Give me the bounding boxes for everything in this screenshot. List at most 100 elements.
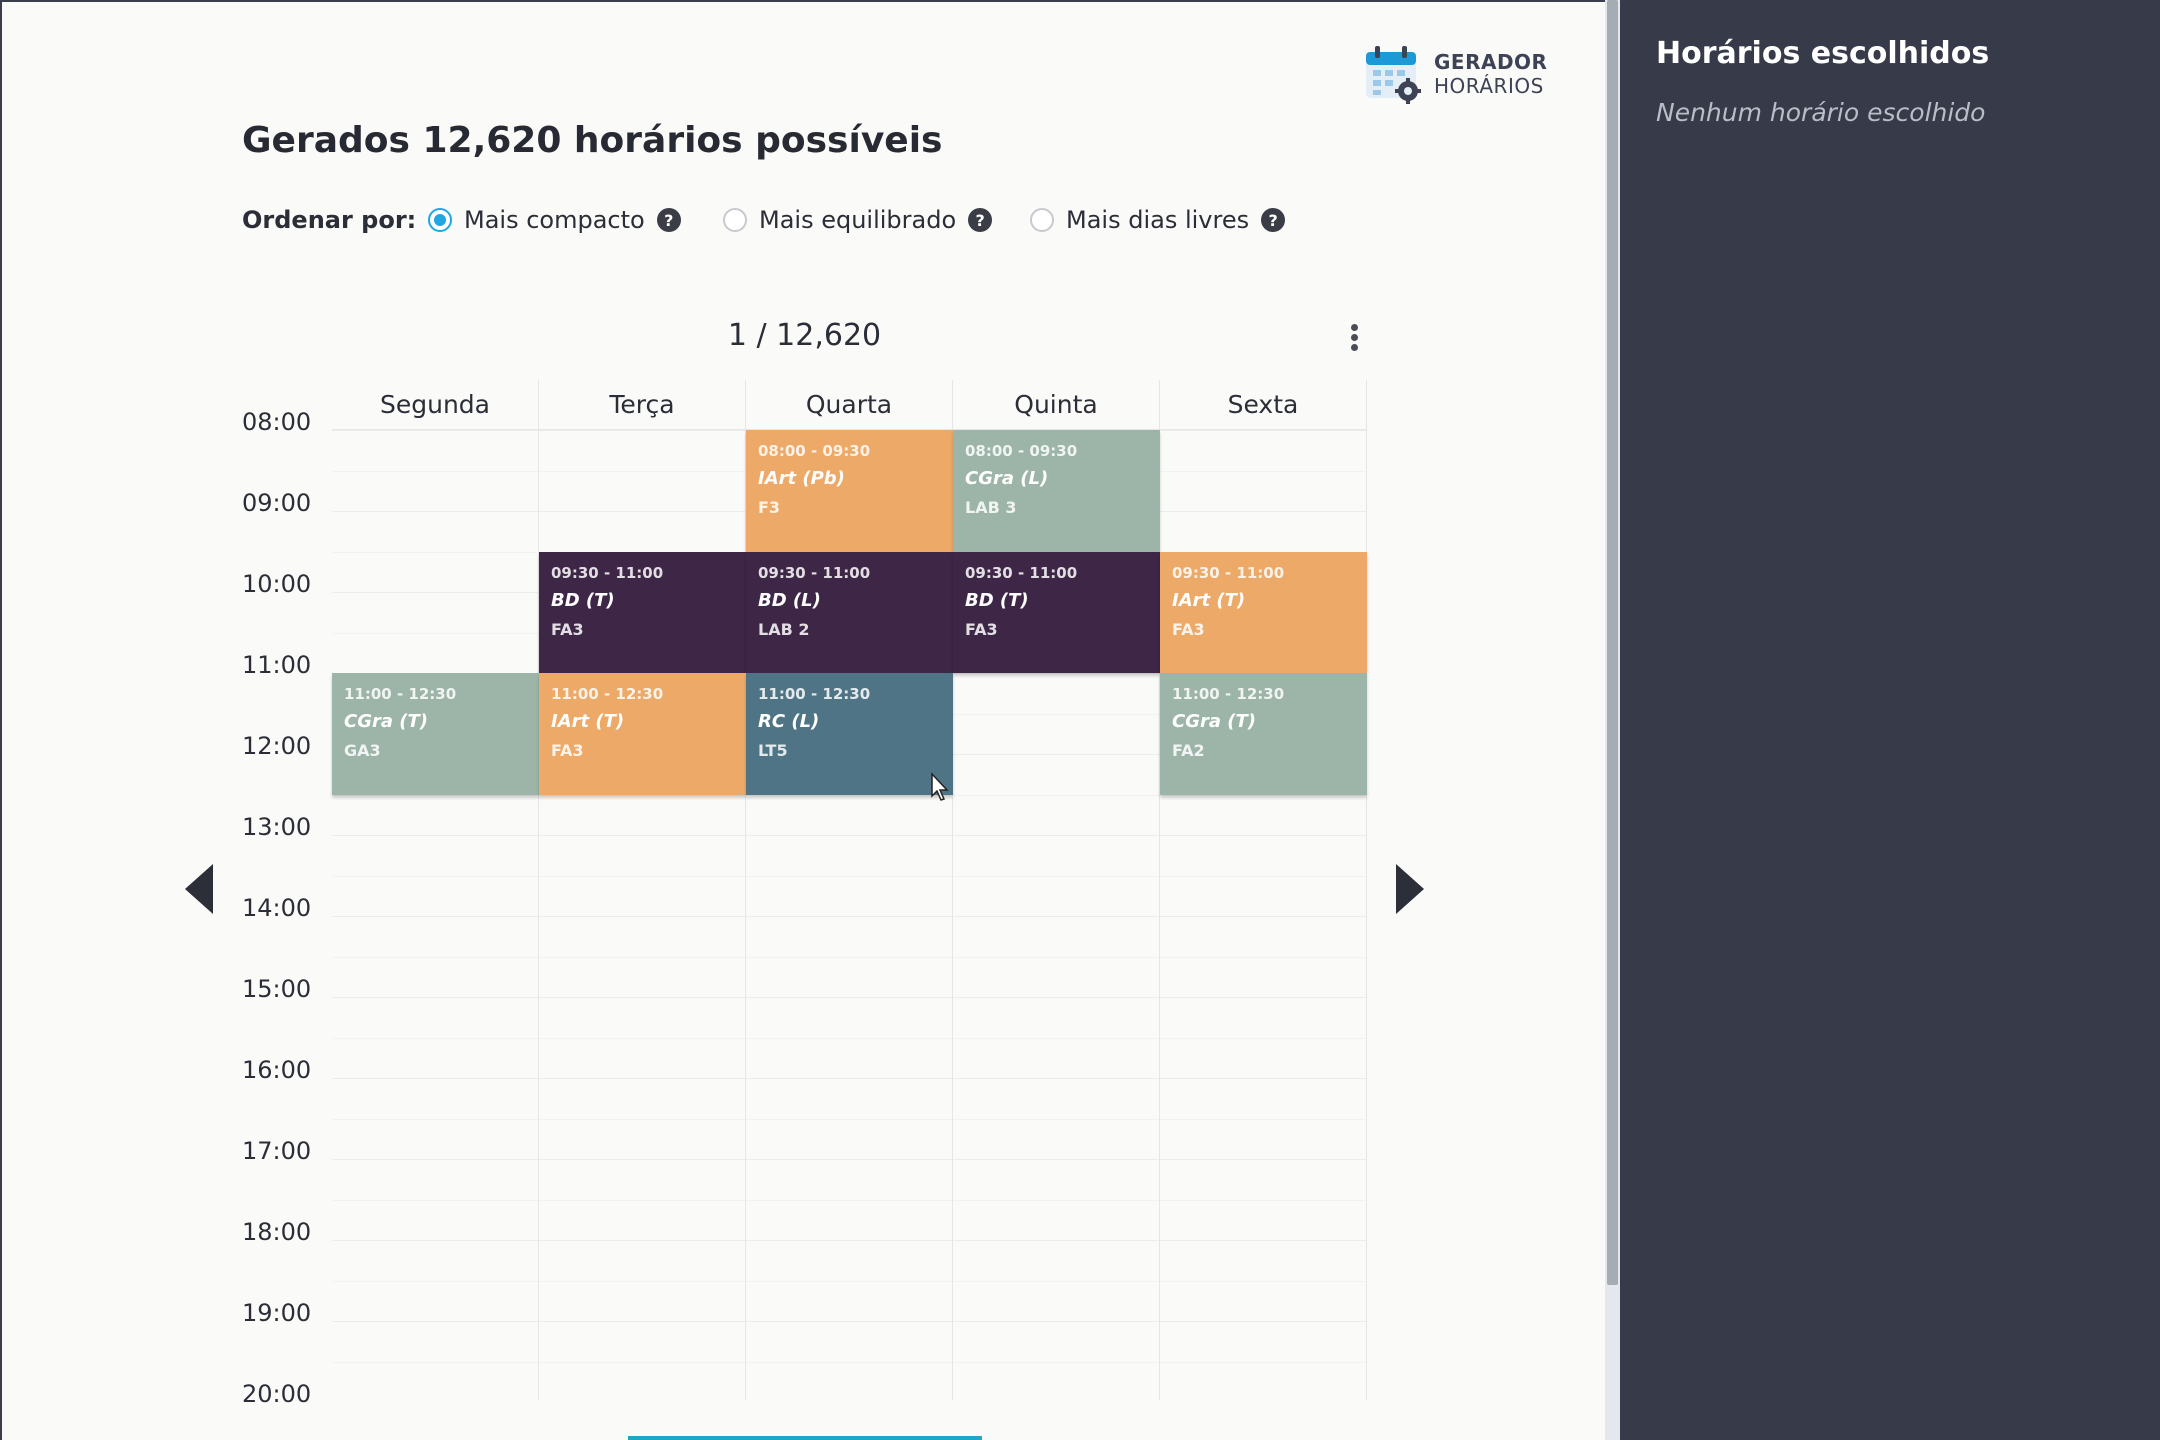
event-time: 09:30 - 11:00 xyxy=(758,563,871,582)
sort-radio-compact[interactable] xyxy=(428,208,452,232)
day-column-quarta: Quarta xyxy=(746,380,953,1400)
hour-label: 13:00 xyxy=(242,813,312,841)
main-panel: GERADOR HORÁRIOS Gerados 12,620 horários… xyxy=(0,0,1605,1440)
day-column-terca: Terça xyxy=(539,380,746,1400)
event-name: IArt (Pb) xyxy=(758,468,845,489)
timetable-grid: Segunda Terça Quarta Quinta Sexta 08:00 … xyxy=(332,380,1367,1400)
sort-option-balanced[interactable]: Mais equilibrado ? xyxy=(723,202,993,238)
event-room: F3 xyxy=(758,498,781,517)
hour-label: 11:00 xyxy=(242,651,312,679)
grid-line-half xyxy=(332,1199,1367,1201)
day-column-quinta: Quinta xyxy=(953,380,1160,1400)
event-room: FA3 xyxy=(965,619,998,639)
class-event[interactable]: 09:30 - 11:00 IArt (T) FA3 xyxy=(1160,551,1367,673)
event-time: 11:00 - 12:30 xyxy=(758,685,871,703)
sidebar-title: Horários escolhidos xyxy=(1656,36,1990,71)
schedule-counter: 1 / 12,620 xyxy=(727,318,882,353)
class-event[interactable]: 11:00 - 12:30 IArt (T) FA3 xyxy=(539,673,746,795)
grid-line-half xyxy=(332,794,1367,796)
event-room: FA3 xyxy=(551,741,584,760)
day-header: Sexta xyxy=(1160,380,1366,430)
hour-label: 12:00 xyxy=(242,732,312,760)
event-name: IArt (T) xyxy=(1172,589,1246,611)
event-name: CGra (T) xyxy=(1172,711,1257,732)
event-time: 09:30 - 11:00 xyxy=(965,563,1078,582)
day-header: Quinta xyxy=(953,380,1159,430)
event-room: FA3 xyxy=(551,619,584,639)
grid-line xyxy=(332,1240,1367,1241)
logo[interactable]: GERADOR HORÁRIOS xyxy=(1364,42,1554,106)
help-icon[interactable]: ? xyxy=(968,208,993,232)
mouse-cursor-icon xyxy=(931,772,949,801)
event-time: 08:00 - 09:30 xyxy=(758,442,871,460)
sort-option-label: Mais equilibrado xyxy=(759,206,957,234)
class-event[interactable]: 09:30 - 11:00 BD (T) FA3 xyxy=(539,551,746,673)
scrollbar[interactable] xyxy=(1605,0,1620,1440)
day-column-sexta: Sexta xyxy=(1160,380,1367,1400)
class-event[interactable]: 11:00 - 12:30 CGra (T) FA2 xyxy=(1160,673,1367,795)
event-room: LT5 xyxy=(758,741,788,760)
event-time: 11:00 - 12:30 xyxy=(551,685,664,703)
hour-label: 17:00 xyxy=(242,1137,312,1165)
hour-label: 09:00 xyxy=(242,489,312,517)
grid-line xyxy=(332,997,1367,998)
class-event[interactable]: 11:00 - 12:30 RC (L) LT5 xyxy=(746,673,953,795)
grid-line xyxy=(332,1078,1367,1079)
event-name: BD (T) xyxy=(551,589,615,611)
event-name: IArt (T) xyxy=(551,711,625,732)
hour-label: 16:00 xyxy=(242,1056,312,1084)
hour-label: 20:00 xyxy=(242,1380,312,1408)
next-arrow-icon[interactable] xyxy=(1394,864,1424,914)
logo-text-line2: HORÁRIOS xyxy=(1434,74,1544,98)
grid-line xyxy=(332,835,1367,836)
bottom-progress-bar xyxy=(628,1436,982,1440)
class-event[interactable]: 09:30 - 11:00 BD (T) FA3 xyxy=(953,551,1160,673)
sort-option-free-days[interactable]: Mais dias livres ? xyxy=(1030,202,1286,238)
day-header: Quarta xyxy=(746,380,952,430)
grid-line xyxy=(332,1159,1367,1160)
help-icon[interactable]: ? xyxy=(656,208,681,232)
class-event[interactable]: 08:00 - 09:30 CGra (L) LAB 3 xyxy=(953,430,1160,552)
hour-label: 15:00 xyxy=(242,975,312,1003)
sort-radio-balanced[interactable] xyxy=(723,208,747,232)
event-time: 11:00 - 12:30 xyxy=(344,685,457,703)
logo-text-line1: GERADOR xyxy=(1434,50,1548,74)
day-header: Segunda xyxy=(332,380,538,430)
grid-line-half xyxy=(332,1037,1367,1039)
grid-line xyxy=(332,916,1367,917)
class-event[interactable]: 09:30 - 11:00 BD (L) LAB 2 xyxy=(746,551,953,673)
sort-option-label: Mais compacto xyxy=(464,206,645,234)
class-event[interactable]: 08:00 - 09:30 IArt (Pb) F3 xyxy=(746,430,953,552)
scrollbar-thumb[interactable] xyxy=(1607,0,1618,1285)
grid-line-half xyxy=(332,875,1367,877)
sidebar-empty-message: Nenhum horário escolhido xyxy=(1656,98,1986,127)
event-time: 09:30 - 11:00 xyxy=(551,563,664,582)
help-icon[interactable]: ? xyxy=(1261,208,1286,232)
more-options-icon[interactable] xyxy=(1342,322,1366,354)
hour-label: 08:00 xyxy=(242,408,312,436)
previous-arrow-icon[interactable] xyxy=(185,864,215,914)
grid-line xyxy=(332,1321,1367,1322)
event-time: 11:00 - 12:30 xyxy=(1172,685,1285,703)
event-name: CGra (T) xyxy=(344,711,429,732)
event-name: RC (L) xyxy=(758,711,820,732)
hour-label: 14:00 xyxy=(242,894,312,922)
event-room: GA3 xyxy=(344,741,381,760)
grid-line-half xyxy=(332,1280,1367,1282)
sort-option-compact[interactable]: Mais compacto ? xyxy=(428,202,681,238)
sidebar: Horários escolhidos Nenhum horário escol… xyxy=(1620,0,2160,1440)
class-event[interactable]: 11:00 - 12:30 CGra (T) GA3 xyxy=(332,673,539,795)
day-header: Terça xyxy=(539,380,745,430)
calendar-gear-icon xyxy=(1366,46,1421,104)
event-time: 08:00 - 09:30 xyxy=(965,442,1078,460)
hour-label: 18:00 xyxy=(242,1218,312,1246)
event-room: LAB 2 xyxy=(758,619,810,639)
grid-line-half xyxy=(332,1118,1367,1120)
event-time: 09:30 - 11:00 xyxy=(1172,563,1285,582)
event-name: BD (L) xyxy=(758,589,821,611)
grid-line-half xyxy=(332,956,1367,958)
sort-option-label: Mais dias livres xyxy=(1066,206,1250,234)
sort-radio-free-days[interactable] xyxy=(1030,208,1054,232)
event-name: CGra (L) xyxy=(965,468,1049,489)
